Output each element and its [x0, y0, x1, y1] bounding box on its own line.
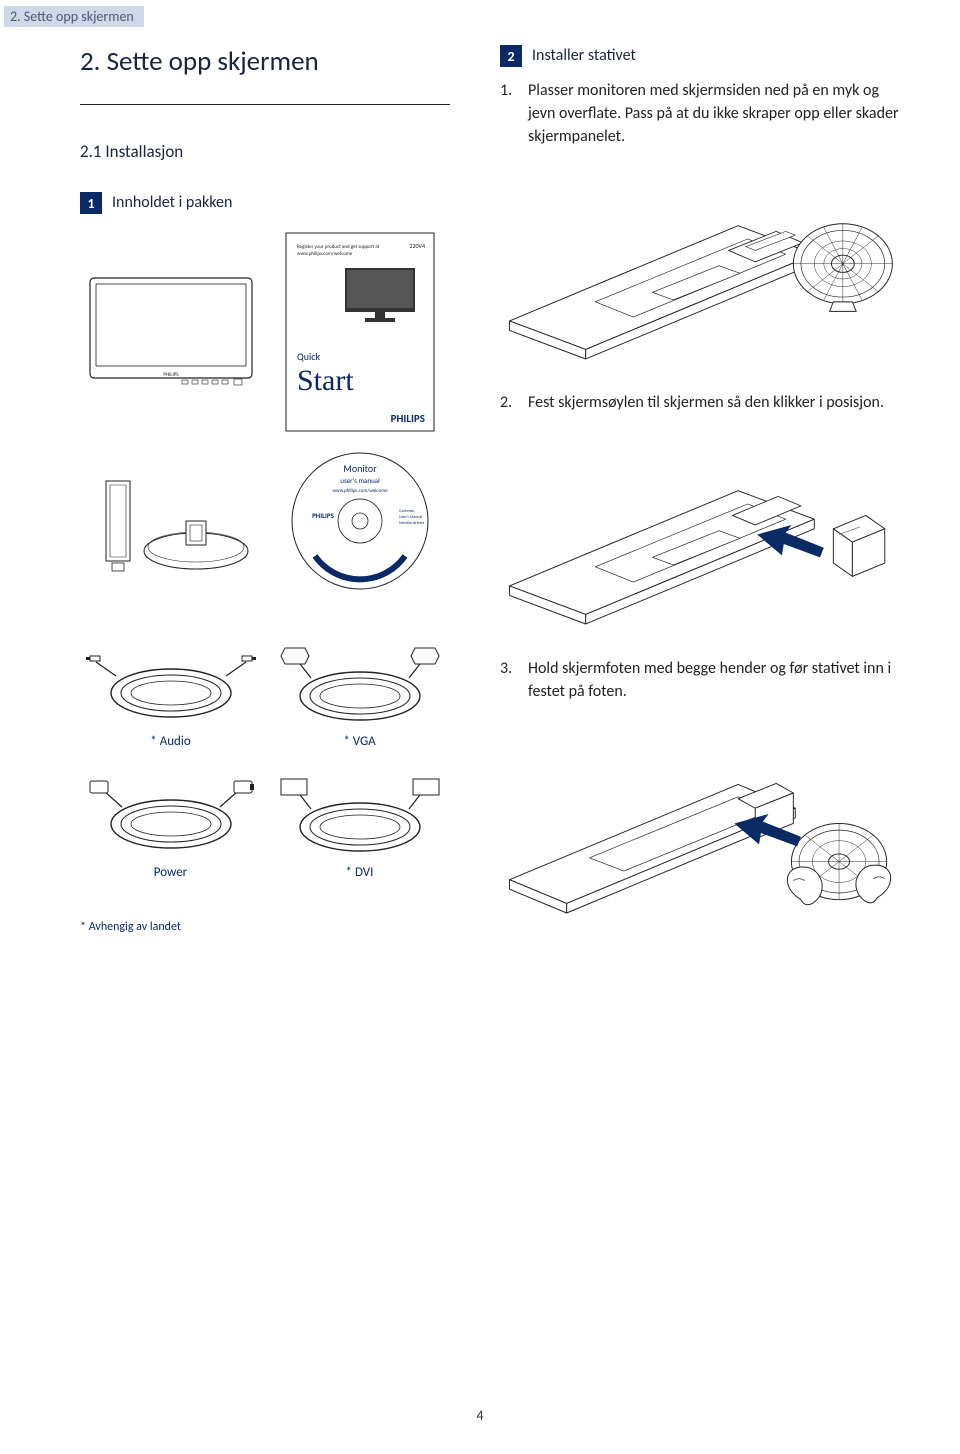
contents-row-1: PHILIPS Register your product and get su…	[80, 232, 450, 432]
step-2-text: Fest skjermsøylen til skjermen så den kl…	[528, 391, 900, 414]
svg-text:www.philips.com/welcome: www.philips.com/welcome	[297, 251, 353, 257]
power-cable-block: Power	[80, 769, 261, 880]
diagram-step-1	[500, 159, 900, 369]
quickstart-topline: Register your product and get support at	[297, 244, 380, 250]
svg-text:user's manual: user's manual	[340, 476, 380, 485]
audio-cable-icon	[80, 638, 261, 728]
step-3-text: Hold skjermfoten med begge hender og før…	[528, 657, 900, 703]
contents-row-2: Monitor user's manual www.philips.com/we…	[80, 446, 450, 596]
subsection-heading: 2.1 Installasjon	[80, 141, 450, 162]
step-3: 3. Hold skjermfoten med begge hender og …	[500, 657, 900, 703]
footnote: * Avhengig av landet	[80, 920, 450, 934]
step-2-num: 2.	[500, 391, 518, 414]
page-number: 4	[0, 1407, 960, 1424]
diagram-step-3	[500, 713, 900, 951]
right-column: 2 Installer stativet 1. Plasser monitore…	[500, 45, 900, 974]
contents-row-4: Power * DVI	[80, 769, 450, 880]
svg-text:Contents:: Contents:	[399, 509, 415, 514]
svg-text:PHILIPS: PHILIPS	[390, 412, 424, 425]
quickstart-small: Quick	[297, 350, 321, 363]
step-2: 2. Fest skjermsøylen til skjermen så den…	[500, 391, 900, 414]
stand-parts-icon	[80, 461, 261, 581]
svg-text:PHILIPS: PHILIPS	[163, 372, 179, 378]
audio-label: * Audio	[80, 734, 261, 749]
step-1-text: Plasser monitoren med skjermsiden ned på…	[528, 79, 900, 149]
manual-disc-icon: Monitor user's manual www.philips.com/we…	[269, 446, 450, 596]
audio-cable-block: * Audio	[80, 638, 261, 749]
section-heading: 2. Sette opp skjermen	[80, 45, 450, 78]
install-stand-heading: 2 Installer stativet	[500, 45, 900, 67]
quickstart-big: Start	[297, 364, 354, 397]
vga-label: * VGA	[269, 734, 450, 749]
dvi-label: * DVI	[269, 865, 450, 880]
svg-text:PHILIPS: PHILIPS	[312, 511, 335, 520]
contents-row-3: * Audio * VGA	[80, 638, 450, 749]
svg-text:220V4: 220V4	[409, 242, 425, 250]
monitor-icon: PHILIPS	[80, 272, 261, 392]
step-badge-1-text: Innholdet i pakken	[112, 192, 232, 212]
left-column: 2. Sette opp skjermen 2.1 Installasjon 1…	[80, 45, 450, 974]
page: 2. Sette opp skjermen 2. Sette opp skjer…	[0, 0, 960, 1034]
svg-text:www.philips.com/welcome: www.philips.com/welcome	[332, 488, 388, 494]
svg-text:Monitor: Monitor	[343, 462, 377, 475]
rule	[80, 104, 450, 105]
svg-text:Monitor drivers: Monitor drivers	[399, 521, 425, 526]
quickstart-card-icon: Register your product and get support at…	[269, 232, 450, 432]
dvi-cable-icon	[269, 769, 450, 859]
step-1: 1. Plasser monitoren med skjermsiden ned…	[500, 79, 900, 149]
step-badge-2-text: Installer stativet	[532, 45, 636, 65]
power-label: Power	[80, 865, 261, 880]
diagram-step-2	[500, 424, 900, 634]
package-contents-heading: 1 Innholdet i pakken	[80, 192, 450, 214]
step-badge-1: 1	[80, 192, 102, 214]
vga-cable-block: * VGA	[269, 638, 450, 749]
svg-text:User's Manual: User's Manual	[399, 515, 422, 520]
step-3-num: 3.	[500, 657, 518, 703]
dvi-cable-block: * DVI	[269, 769, 450, 880]
vga-cable-icon	[269, 638, 450, 728]
two-column-layout: 2. Sette opp skjermen 2.1 Installasjon 1…	[80, 45, 900, 974]
step-1-num: 1.	[500, 79, 518, 149]
power-cable-icon	[80, 769, 261, 859]
section-tab: 2. Sette opp skjermen	[4, 6, 144, 27]
step-badge-2: 2	[500, 45, 522, 67]
